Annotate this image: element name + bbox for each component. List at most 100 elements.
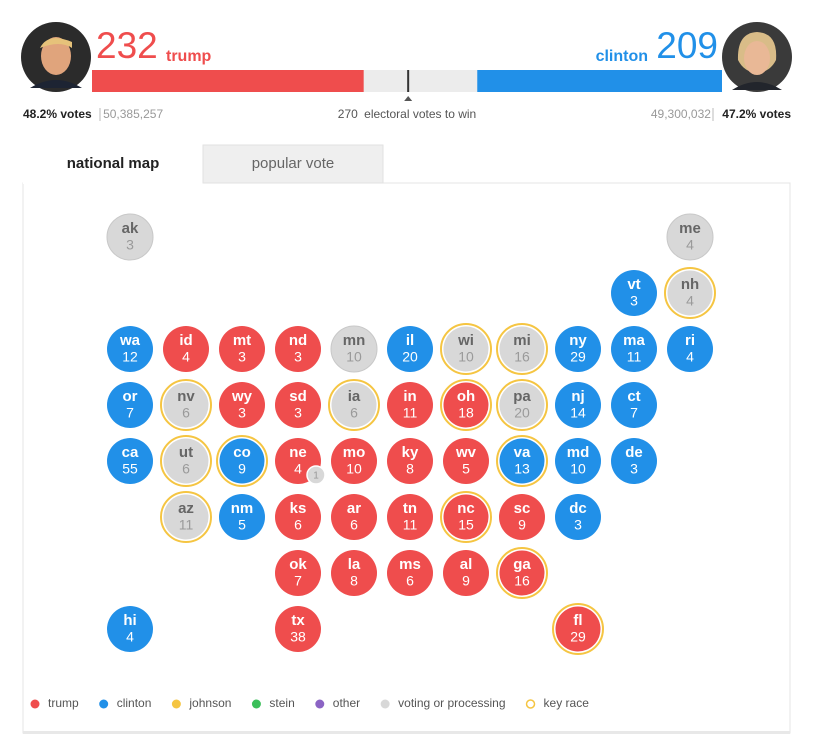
state[interactable]: sd3 [275,382,321,428]
key-ring [496,435,548,487]
state-abbr: hi [123,612,136,629]
state-abbr: il [406,332,414,349]
state[interactable]: co9 [216,435,268,487]
state-tile [331,382,377,428]
state-abbr: mi [513,332,531,349]
state-abbr: sc [514,500,531,517]
state-abbr: ny [569,332,587,349]
state[interactable]: ia6 [328,379,380,431]
state[interactable]: ut6 [160,435,212,487]
state-tile [331,438,377,484]
state[interactable]: al9 [443,550,489,596]
state-votes: 9 [462,573,470,589]
state[interactable]: ak3 [106,213,154,261]
state[interactable]: ky8 [387,438,433,484]
key-ring [440,379,492,431]
key-ring [496,379,548,431]
state-votes: 3 [238,405,246,421]
state-votes: 7 [630,405,638,421]
state[interactable]: vt3 [611,270,657,316]
state[interactable]: la8 [331,550,377,596]
state[interactable]: ms6 [387,550,433,596]
state-votes: 3 [630,293,638,309]
state[interactable]: nv6 [160,379,212,431]
state[interactable]: nh4 [664,267,716,319]
state-abbr: fl [573,612,582,629]
state-abbr: ne [289,444,307,461]
state[interactable]: nd3 [275,326,321,372]
tab[interactable] [202,144,384,184]
state-tile [555,606,601,652]
state-votes: 10 [570,461,586,477]
state[interactable]: ok7 [275,550,321,596]
key-ring [496,547,548,599]
trump-name: trump [166,48,212,65]
state-abbr: nv [177,388,195,405]
tab-label[interactable]: national map [67,155,160,172]
tab[interactable] [23,145,203,184]
state-abbr: nm [231,500,254,517]
state[interactable]: de3 [611,438,657,484]
state-votes: 6 [350,517,358,533]
state[interactable]: wv5 [443,438,489,484]
state[interactable]: ri4 [667,326,713,372]
state-tile [499,326,545,372]
state-tile [387,550,433,596]
state[interactable]: mt3 [219,326,265,372]
state[interactable]: nm5 [219,494,265,540]
state[interactable]: ct7 [611,382,657,428]
state[interactable]: id4 [163,326,209,372]
clinton-name: clinton [596,48,648,65]
state[interactable]: hi4 [107,606,153,652]
legend-swatch [315,699,325,709]
state-tile [555,494,601,540]
state-tile [499,382,545,428]
state-abbr: tx [291,612,305,629]
state-votes: 6 [350,405,358,421]
state-tile [555,382,601,428]
state-abbr: oh [457,388,475,405]
state[interactable]: ar6 [331,494,377,540]
state-abbr: ia [348,388,361,405]
trump-bar [92,70,364,92]
state[interactable]: sc9 [499,494,545,540]
state-tile [107,326,153,372]
state-votes: 13 [514,461,530,477]
state-tile [443,550,489,596]
state[interactable]: ne4 1 [275,438,326,485]
state[interactable]: me4 [666,213,714,261]
state-votes: 10 [346,349,362,365]
state-abbr: ms [399,556,421,573]
state[interactable]: wy3 [219,382,265,428]
state-abbr: id [179,332,192,349]
trump-votes-pct: 48.2% votes [23,107,92,121]
state[interactable]: or7 [107,382,153,428]
state[interactable]: dc3 [555,494,601,540]
tab-label[interactable]: popular vote [252,155,335,172]
state[interactable]: ks6 [275,494,321,540]
state-votes: 7 [294,573,302,589]
state-votes: 4 [686,293,694,309]
